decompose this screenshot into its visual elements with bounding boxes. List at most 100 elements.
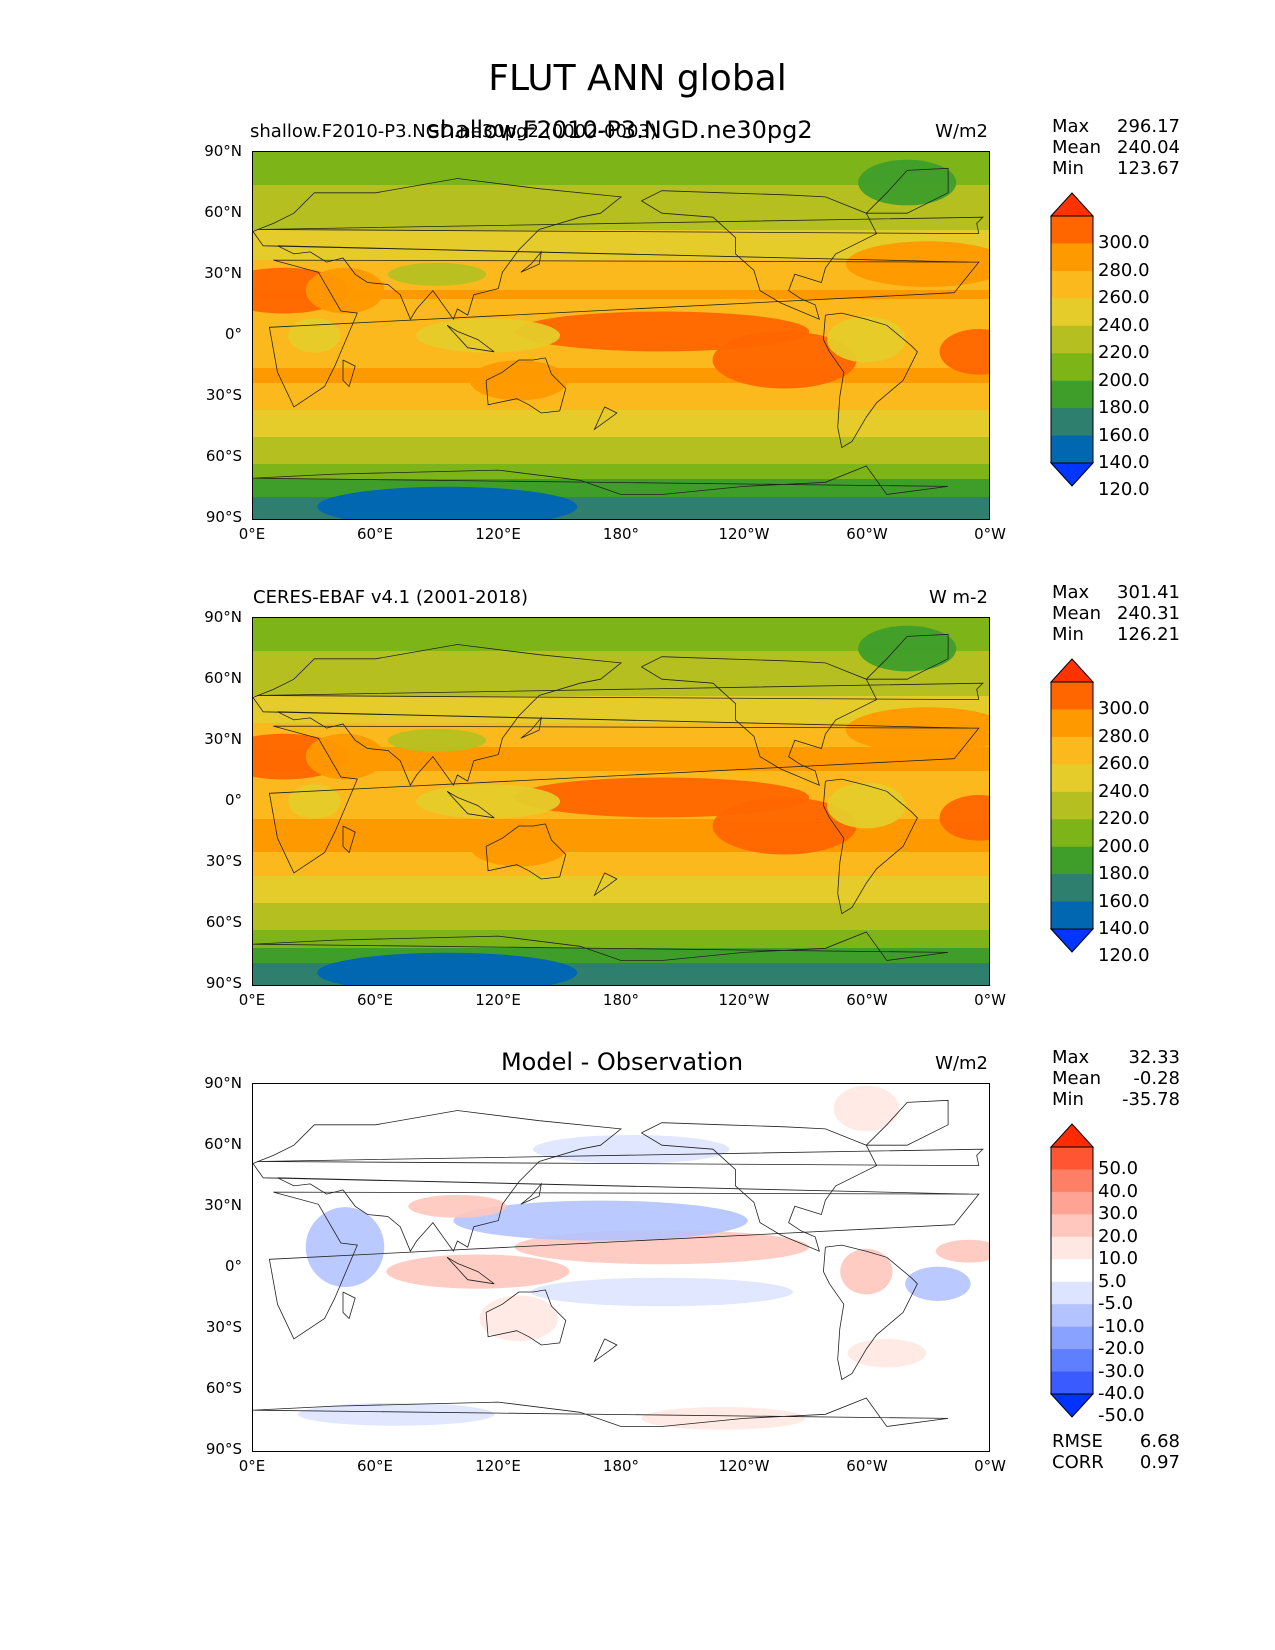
zonal-band xyxy=(253,185,989,189)
stat-min-label: Min xyxy=(1052,158,1084,179)
zonal-band xyxy=(253,693,989,697)
zonal-band xyxy=(253,897,989,901)
zonal-band xyxy=(253,816,989,820)
zonal-band xyxy=(253,239,989,243)
zonal-band xyxy=(253,404,989,408)
zonal-band xyxy=(253,762,989,766)
zonal-band xyxy=(253,224,989,228)
colorbar-segment xyxy=(1051,1371,1093,1395)
coastline xyxy=(866,633,949,680)
zonal-band xyxy=(253,861,989,865)
regional-anomaly xyxy=(845,241,989,287)
zonal-band xyxy=(253,431,989,435)
colorbar-extend-min xyxy=(1050,1393,1094,1418)
zonal-band xyxy=(253,753,989,757)
colorbar-segment xyxy=(1051,791,1093,820)
zonal-band xyxy=(253,356,989,360)
figure-title: FLUT ANN global xyxy=(488,58,787,99)
zonal-band xyxy=(253,242,989,246)
colorbar-segment xyxy=(1051,243,1093,272)
zonal-band xyxy=(253,708,989,712)
regional-anomaly xyxy=(469,360,568,401)
colorbar-segment xyxy=(1051,298,1093,327)
lon-tick-label: 60°W xyxy=(846,1457,888,1475)
lon-tick-label: 180° xyxy=(602,1457,640,1475)
zonal-band xyxy=(253,738,989,742)
regional-anomaly xyxy=(712,797,857,855)
zonal-band xyxy=(253,948,989,952)
lat-tick-label: 60°S xyxy=(205,913,242,931)
panel2-colorbar xyxy=(1050,658,1094,953)
stat-mean-label: Mean xyxy=(1052,603,1102,624)
colorbar-tick-label: 300.0 xyxy=(1098,698,1150,720)
colorbar-tick-label: 40.0 xyxy=(1098,1180,1139,1202)
zonal-band xyxy=(253,215,989,219)
lon-tick-label: 120°E xyxy=(475,1457,521,1475)
zonal-band xyxy=(253,245,989,249)
regional-anomaly xyxy=(281,620,675,649)
zonal-band xyxy=(253,236,989,240)
zonal-band xyxy=(253,618,989,622)
lon-tick-label: 0°W xyxy=(974,991,1006,1009)
colorbar-tick-label: 180.0 xyxy=(1098,863,1150,885)
colorbar-segment xyxy=(1051,709,1093,738)
zonal-band xyxy=(253,482,989,486)
colorbar-segment xyxy=(1051,1326,1093,1350)
panel3-contour-map xyxy=(253,1084,989,1451)
zonal-band xyxy=(253,227,989,231)
diff-anomaly xyxy=(905,1266,971,1301)
zonal-band xyxy=(253,903,989,907)
zonal-band xyxy=(253,768,989,772)
zonal-band xyxy=(253,299,989,303)
zonal-band xyxy=(253,663,989,667)
colorbar-segment xyxy=(1051,1281,1093,1305)
lat-tick-label: 0° xyxy=(224,1257,242,1275)
coastline xyxy=(520,716,542,739)
colorbar-extend-min xyxy=(1050,928,1094,953)
zonal-band xyxy=(253,188,989,192)
zonal-band xyxy=(253,269,989,273)
colorbar-tick-label: 20.0 xyxy=(1098,1225,1139,1247)
lon-tick-label: 0°W xyxy=(974,1457,1006,1475)
colorbar-segment xyxy=(1051,1259,1093,1283)
zonal-band xyxy=(253,368,989,372)
coastline xyxy=(593,872,618,897)
zonal-band xyxy=(253,933,989,937)
regional-anomaly xyxy=(288,784,341,819)
zonal-band xyxy=(253,888,989,892)
panel2-left-title: CERES-EBAF v4.1 (2001-2018) xyxy=(253,587,529,608)
colorbar-extend-max xyxy=(1050,658,1094,683)
zonal-band xyxy=(253,413,989,417)
lon-tick-label: 120°W xyxy=(718,525,770,543)
lon-tick-label: 180° xyxy=(602,991,640,1009)
zonal-band xyxy=(253,386,989,390)
colorbar-tick-label: 140.0 xyxy=(1098,918,1150,939)
zonal-band xyxy=(253,666,989,670)
zonal-band xyxy=(253,353,989,357)
colorbar-tick-label: -30.0 xyxy=(1098,1360,1145,1382)
panel2-contour-map xyxy=(253,618,989,985)
zonal-band xyxy=(253,882,989,886)
diff-anomaly xyxy=(840,1248,893,1295)
lat-tick-label: 90°N xyxy=(204,142,242,160)
coastline xyxy=(342,359,356,388)
regional-anomaly xyxy=(305,267,385,314)
zonal-band xyxy=(253,470,989,474)
zonal-band xyxy=(253,873,989,877)
colorbar-segment xyxy=(1051,1147,1093,1170)
zonal-band xyxy=(253,705,989,709)
regional-anomaly xyxy=(288,318,341,353)
zonal-band xyxy=(253,197,989,201)
zonal-band xyxy=(253,918,989,922)
zonal-band xyxy=(253,669,989,673)
lat-tick-label: 0° xyxy=(224,325,242,343)
panel3-metrics: RMSE 6.68 CORR 0.97 xyxy=(1052,1431,1180,1473)
coastline xyxy=(866,167,949,214)
zonal-band xyxy=(253,945,989,949)
zonal-band xyxy=(253,864,989,868)
colorbar-tick-label: -10.0 xyxy=(1098,1315,1145,1337)
zonal-band xyxy=(253,446,989,450)
zonal-band xyxy=(253,906,989,910)
zonal-band xyxy=(253,720,989,724)
colorbar-tick-label: 280.0 xyxy=(1098,259,1150,281)
